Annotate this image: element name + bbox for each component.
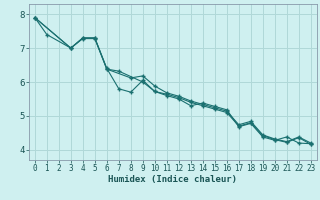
X-axis label: Humidex (Indice chaleur): Humidex (Indice chaleur) (108, 175, 237, 184)
